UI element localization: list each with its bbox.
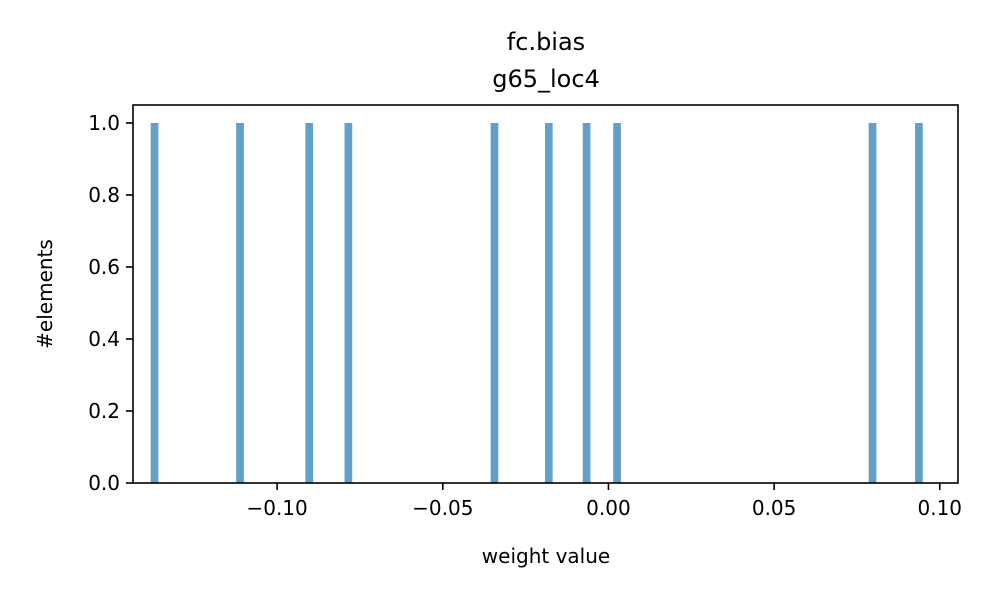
y-tick-label: 0.8 <box>88 183 120 207</box>
histogram-bar-5 <box>490 123 499 483</box>
x-tick-label: −0.05 <box>412 496 473 520</box>
x-tick-label: 0.00 <box>586 496 631 520</box>
chart-title: fc.bias g65_loc4 <box>492 28 600 93</box>
histogram-bar-2 <box>236 123 244 483</box>
chart-title-line-2: g65_loc4 <box>492 65 600 93</box>
x-axis-label: weight value <box>482 544 610 568</box>
y-tick-label: 0.0 <box>88 471 120 495</box>
chart-title-line-1: fc.bias <box>507 28 585 56</box>
x-tick-label: −0.10 <box>246 496 307 520</box>
histogram-bar-10 <box>915 123 923 483</box>
histogram-bar-9 <box>868 123 877 483</box>
y-tick-label: 1.0 <box>88 111 120 135</box>
histogram-bar-8 <box>613 123 621 483</box>
x-tick-label: 0.05 <box>752 496 797 520</box>
histogram-bar-1 <box>150 123 159 483</box>
plot-area-frame <box>132 104 959 484</box>
histogram-bar-6 <box>544 123 553 483</box>
y-tick-label: 0.6 <box>88 255 120 279</box>
x-axis: −0.10 −0.05 0.00 0.05 0.10 <box>246 483 962 520</box>
x-tick-label: 0.10 <box>918 496 963 520</box>
y-tick-label: 0.2 <box>88 399 120 423</box>
y-tick-label: 0.4 <box>88 327 120 351</box>
histogram-bar-3 <box>305 123 314 483</box>
y-axis: 0.0 0.2 0.4 0.6 0.8 1.0 <box>88 111 133 495</box>
histogram-bar-7 <box>582 123 591 483</box>
histogram-bar-4 <box>344 123 353 483</box>
y-axis-label: #elements <box>33 239 57 349</box>
histogram-bars <box>150 123 923 483</box>
